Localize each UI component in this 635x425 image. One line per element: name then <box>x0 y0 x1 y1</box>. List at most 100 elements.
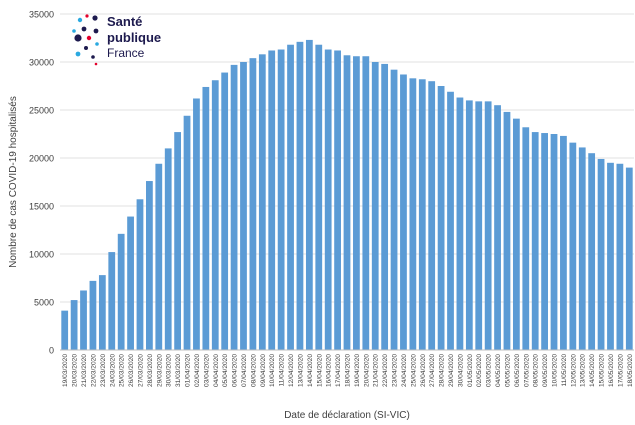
x-tick-label: 22/03/2020 <box>90 354 97 387</box>
bar <box>560 135 567 350</box>
bar <box>343 55 351 350</box>
x-tick-label: 04/04/2020 <box>213 354 220 387</box>
bar <box>221 72 229 350</box>
bar <box>287 44 294 350</box>
x-tick-label: 26/04/2020 <box>420 354 427 387</box>
x-tick-label: 11/04/2020 <box>279 354 286 387</box>
bar <box>456 97 464 351</box>
bar <box>362 56 370 351</box>
bar <box>315 44 323 350</box>
x-tick-label: 02/05/2020 <box>476 354 483 387</box>
x-tick-label: 21/03/2020 <box>81 354 88 387</box>
x-tick-label: 28/04/2020 <box>439 354 446 387</box>
bar <box>390 69 398 351</box>
bar <box>98 275 106 350</box>
x-tick-label: 24/03/2020 <box>109 354 116 387</box>
y-tick-label: 20000 <box>29 154 54 164</box>
x-tick-label: 28/03/2020 <box>147 354 154 387</box>
bar <box>136 199 144 350</box>
x-tick-label: 31/03/2020 <box>175 354 182 387</box>
x-tick-label: 16/05/2020 <box>608 354 615 387</box>
chart-bars <box>61 39 633 351</box>
bar <box>334 50 341 350</box>
bar <box>89 280 97 350</box>
bar <box>371 62 379 350</box>
x-tick-label: 19/03/2020 <box>62 354 69 387</box>
x-tick-label: 13/05/2020 <box>580 354 587 387</box>
bar <box>353 56 360 351</box>
logo-text-france: France <box>107 46 145 60</box>
y-tick-label: 30000 <box>29 58 54 68</box>
x-tick-label: 17/05/2020 <box>617 354 624 387</box>
bar <box>155 163 163 350</box>
bar <box>531 132 539 350</box>
bar <box>127 216 134 350</box>
y-tick-label: 5000 <box>34 298 54 308</box>
logo-dots-icon <box>72 14 99 66</box>
x-tick-label: 25/04/2020 <box>410 354 417 387</box>
bar <box>522 127 530 350</box>
x-tick-label: 15/05/2020 <box>599 354 606 387</box>
bar <box>193 98 200 350</box>
y-tick-label: 35000 <box>29 10 54 20</box>
x-tick-label: 25/03/2020 <box>119 354 126 387</box>
bar <box>202 86 210 351</box>
x-tick-label: 23/04/2020 <box>392 354 399 387</box>
x-tick-label: 08/04/2020 <box>250 354 257 387</box>
x-tick-label: 05/05/2020 <box>504 354 511 387</box>
bar <box>183 115 191 350</box>
x-tick-label: 12/04/2020 <box>288 354 295 387</box>
bar <box>164 148 172 350</box>
bar <box>108 252 116 350</box>
x-tick-label: 27/04/2020 <box>429 354 436 387</box>
x-tick-label: 14/05/2020 <box>589 354 596 387</box>
x-tick-label: 26/03/2020 <box>128 354 135 387</box>
bar <box>578 147 586 350</box>
x-tick-label: 11/05/2020 <box>561 354 568 387</box>
x-tick-label: 07/04/2020 <box>241 354 248 387</box>
x-tick-label: 04/05/2020 <box>495 354 502 387</box>
bar <box>607 162 614 350</box>
bar <box>484 101 492 350</box>
x-tick-label: 12/05/2020 <box>570 354 577 387</box>
x-tick-label: 16/04/2020 <box>326 354 333 387</box>
bar <box>494 105 501 350</box>
x-tick-label: 06/05/2020 <box>514 354 521 387</box>
bar <box>174 132 182 350</box>
bar <box>61 310 69 350</box>
bar <box>211 80 219 351</box>
x-tick-label: 03/04/2020 <box>203 354 210 387</box>
y-axis-label: Nombre de cas COVID-19 hospitalisés <box>8 96 19 268</box>
x-tick-label: 05/04/2020 <box>222 354 229 387</box>
x-tick-label: 07/05/2020 <box>523 354 530 387</box>
x-tick-label: 09/05/2020 <box>542 354 549 387</box>
y-axis-ticks: 0 5000 10000 15000 20000 25000 30000 35000 <box>29 10 54 356</box>
bar <box>428 81 436 350</box>
x-tick-label: 18/04/2020 <box>345 354 352 387</box>
bar <box>512 118 520 350</box>
bar <box>268 50 276 350</box>
x-tick-label: 27/03/2020 <box>137 354 144 387</box>
x-tick-label: 23/03/2020 <box>100 354 107 387</box>
x-tick-label: 02/04/2020 <box>194 354 201 387</box>
x-tick-label: 13/04/2020 <box>297 354 304 387</box>
logo-text-sante: Santé <box>107 14 142 29</box>
x-tick-label: 29/03/2020 <box>156 354 163 387</box>
y-tick-label: 10000 <box>29 250 54 260</box>
x-tick-label: 17/04/2020 <box>335 354 342 387</box>
logo-text-publique: publique <box>107 30 161 45</box>
bar <box>240 62 247 350</box>
x-tick-label: 03/05/2020 <box>486 354 493 387</box>
bar <box>541 133 548 350</box>
x-tick-label: 10/04/2020 <box>269 354 276 387</box>
x-tick-label: 29/04/2020 <box>448 354 455 387</box>
bar <box>296 41 304 351</box>
bar <box>400 74 407 350</box>
bar <box>324 49 332 351</box>
bar <box>258 54 266 350</box>
y-tick-label: 15000 <box>29 202 54 212</box>
x-tick-label: 10/05/2020 <box>552 354 559 387</box>
bar <box>70 300 78 350</box>
y-tick-label: 0 <box>49 346 54 356</box>
bar <box>277 49 285 351</box>
